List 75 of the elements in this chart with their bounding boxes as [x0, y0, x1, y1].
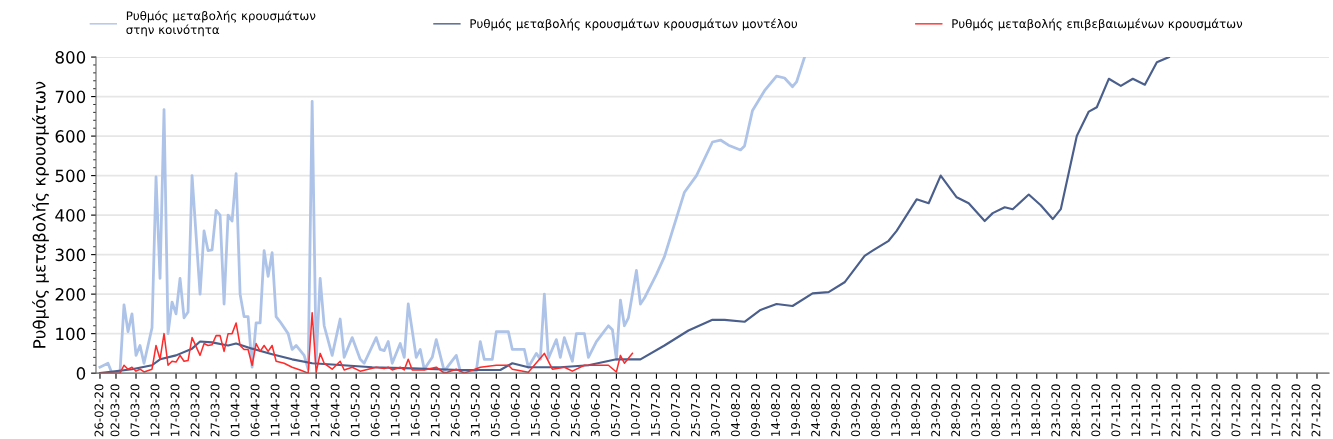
- x-tick-label: 02-11-20: [1091, 384, 1101, 437]
- x-tick-label: 09-08-20: [751, 384, 760, 437]
- x-tick-label: 08-09-20: [871, 384, 881, 437]
- x-tick-label: 22-03-20: [190, 384, 200, 437]
- y-tick-label: 0: [76, 367, 86, 380]
- y-axis-title: Ρυθμός μεταβολής κρουσμάτων: [32, 81, 49, 348]
- x-tick-label: 07-11-20: [1111, 384, 1121, 437]
- x-tick-label: 23-10-20: [1051, 384, 1061, 437]
- x-tick-label: 26-05-20: [450, 384, 460, 437]
- x-tick-label: 27-03-20: [210, 384, 220, 437]
- x-tick-label: 06-05-20: [370, 384, 380, 437]
- x-tick-label: 20-06-20: [550, 384, 560, 437]
- y-tick-label: 600: [55, 130, 86, 143]
- x-tick-label: 15-07-20: [650, 384, 660, 436]
- x-tick-label: 23-09-20: [931, 384, 941, 437]
- x-tick-label: 26-02-20: [94, 384, 104, 437]
- y-tick-label: 700: [55, 90, 86, 104]
- y-tick-label: 500: [55, 169, 86, 183]
- x-tick-label: 18-09-20: [911, 384, 921, 436]
- x-tick-label: 30-07-20: [710, 384, 720, 437]
- x-tick-label: 27-11-20: [1191, 384, 1201, 437]
- x-tick-label: 05-06-20: [490, 384, 500, 437]
- x-tick-label: 20-07-20: [670, 384, 680, 437]
- x-tick-label: 12-12-20: [1251, 384, 1261, 436]
- x-tick-label: 31-05-20: [470, 384, 480, 437]
- x-tick-label: 16-05-20: [410, 384, 420, 436]
- x-tick-label: 14-08-20: [771, 384, 780, 436]
- y-tick-label: 300: [55, 248, 86, 262]
- legend-label: Ρυθμός μεταβολής κρουσμάτων κρουσμάτων μοντέλου: [470, 18, 798, 31]
- x-tick-label: 02-03-20: [110, 384, 120, 437]
- x-tick-label: 25-07-20: [690, 384, 700, 437]
- x-tick-label: 15-06-20: [530, 384, 540, 436]
- x-tick-label: 04-08-20: [731, 384, 740, 437]
- x-tick-label: 18-10-20: [1031, 384, 1041, 436]
- x-tick-label: 17-11-20: [1151, 384, 1161, 436]
- x-tick-label: 28-10-20: [1071, 384, 1081, 437]
- x-tick-label: 13-10-20: [1011, 384, 1021, 436]
- x-tick-label: 21-04-20: [310, 384, 320, 437]
- x-tick-label: 27-12-20: [1311, 384, 1321, 437]
- x-tick-label: 05-07-20: [610, 384, 620, 437]
- x-tick-label: 07-03-20: [130, 384, 140, 437]
- x-tick-label: 17-12-20: [1271, 384, 1281, 436]
- x-tick-label: 22-12-20: [1291, 384, 1301, 437]
- y-tick-label: 800: [55, 51, 86, 64]
- x-tick-label: 25-06-20: [570, 384, 580, 437]
- x-tick-label: 03-10-20: [971, 384, 981, 437]
- x-tick-label: 22-11-20: [1171, 384, 1181, 437]
- x-tick-label: 30-06-20: [590, 384, 600, 437]
- legend-label: Ρυθμός μεταβολής επιβεβαιωμένων κρουσμάτων: [952, 18, 1243, 31]
- x-tick-label: 24-08-20: [811, 384, 820, 437]
- x-tick-label: 29-08-20: [831, 384, 841, 437]
- x-tick-label: 13-09-20: [891, 384, 901, 436]
- y-tick-label: 200: [55, 288, 86, 301]
- x-tick-label: 01-05-20: [350, 384, 360, 437]
- x-tick-label: 10-06-20: [510, 384, 520, 436]
- x-tick-label: 16-04-20: [290, 384, 300, 436]
- x-tick-label: 26-04-20: [330, 384, 340, 437]
- x-tick-label: 19-08-20: [791, 384, 800, 436]
- x-tick-label: 03-09-20: [851, 384, 861, 437]
- x-tick-label: 12-11-20: [1131, 384, 1141, 436]
- x-tick-label: 17-03-20: [170, 384, 180, 436]
- x-tick-label: 10-07-20: [630, 384, 640, 436]
- x-tick-label: 28-09-20: [951, 384, 961, 437]
- x-tick-label: 01-04-20: [230, 384, 240, 437]
- x-tick-label: 08-10-20: [991, 384, 1001, 437]
- x-tick-label: 12-03-20: [150, 384, 160, 436]
- x-tick-label: 06-04-20: [250, 384, 260, 437]
- x-tick-label: 02-12-20: [1211, 384, 1221, 437]
- y-tick-label: 400: [55, 209, 86, 222]
- x-tick-label: 21-05-20: [430, 384, 440, 437]
- x-tick-label: 07-12-20: [1231, 384, 1241, 437]
- x-tick-label: 11-05-20: [390, 384, 400, 436]
- x-tick-label: 11-04-20: [270, 384, 280, 436]
- legend-label: Ρυθμός μεταβολής κρουσμάτων στην κοινότητα: [126, 10, 316, 37]
- y-tick-label: 100: [56, 327, 86, 341]
